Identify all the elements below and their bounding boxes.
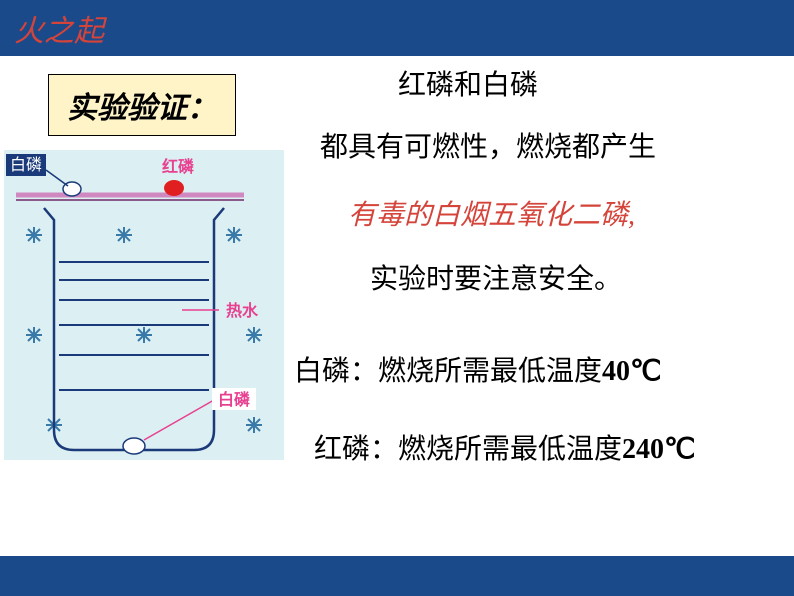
header-bar: 火之起 (0, 0, 794, 56)
text-line-2: 都具有可燃性，燃烧都产生 (320, 128, 656, 167)
text-line-1: 红磷和白磷 (398, 66, 538, 105)
hot-water-label: 热水 (226, 301, 259, 320)
experiment-label-box: 实验验证： (48, 74, 236, 136)
text-line-3: 有毒的白烟五氧化二磷, (348, 196, 635, 235)
text-line-5: 白磷：燃烧所需最低温度40℃ (294, 352, 661, 391)
experiment-diagram: 白磷 红磷 热水 白磷 (4, 150, 284, 460)
content-area: 实验验证： 白磷 红磷 (0, 56, 794, 556)
line5-temp: 40℃ (602, 356, 661, 387)
footer-bar (0, 556, 794, 596)
red-p-label: 红磷 (162, 157, 195, 176)
text-line-4: 实验时要注意安全。 (370, 260, 622, 299)
line5-prefix: 白磷：燃烧所需最低温度 (294, 356, 602, 387)
text-line-6: 红磷：燃烧所需最低温度240℃ (314, 430, 695, 469)
experiment-label-text: 实验验证： (67, 92, 217, 125)
white-p-top-label: 白磷 (10, 156, 42, 174)
line6-prefix: 红磷：燃烧所需最低温度 (314, 434, 622, 465)
white-p-bottom-label: 白磷 (218, 390, 251, 409)
header-title: 火之起 (14, 6, 104, 50)
line6-temp: 240℃ (622, 434, 695, 465)
